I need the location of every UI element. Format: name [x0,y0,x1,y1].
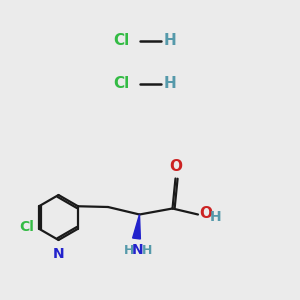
Text: H: H [164,76,176,92]
Text: H: H [142,244,152,257]
Text: O: O [169,159,182,174]
Text: H: H [209,210,221,224]
Text: Cl: Cl [113,33,129,48]
Polygon shape [133,214,140,239]
Text: N: N [132,243,144,257]
Text: N: N [53,247,64,261]
Text: H: H [124,244,134,257]
Text: O: O [199,206,212,220]
Text: Cl: Cl [113,76,129,92]
Text: H: H [164,33,176,48]
Text: Cl: Cl [20,220,34,234]
